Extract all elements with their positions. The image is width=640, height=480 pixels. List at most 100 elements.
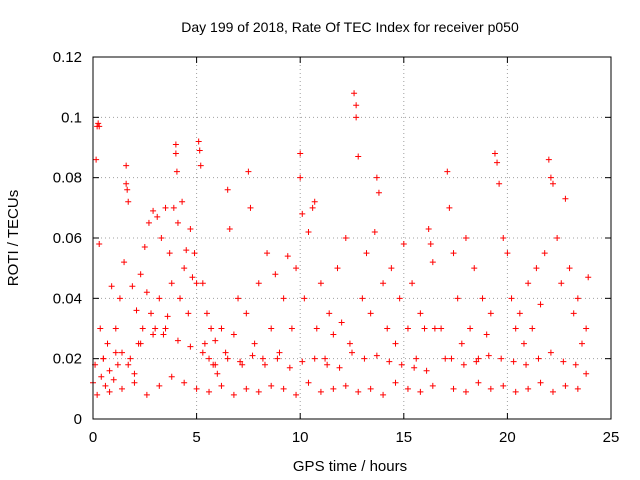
data-point [274,355,281,362]
data-point [145,219,152,226]
data-point [129,283,136,290]
x-tick-label: 5 [192,429,200,446]
data-point [487,310,494,317]
data-point [218,382,225,389]
data-point [525,280,532,287]
data-point [373,352,380,359]
data-point [317,280,324,287]
data-point [400,241,407,248]
data-point [110,376,117,383]
data-point [388,265,395,272]
data-point [173,168,180,175]
data-point [438,325,445,332]
data-point [475,355,482,362]
data-point [516,310,523,317]
data-point [353,102,360,109]
data-point [570,310,577,317]
data-point [537,301,544,308]
data-point [367,385,374,392]
data-point [293,265,300,272]
data-point [429,259,436,266]
data-point [384,325,391,332]
x-tick-label: 20 [499,429,516,446]
data-point [224,186,231,193]
data-point [119,349,126,356]
data-point [473,358,480,365]
data-point [164,313,171,320]
data-point [525,385,532,392]
data-point [284,253,291,260]
data-point [168,280,175,287]
y-tick-label: 0 [74,411,82,428]
data-point [529,325,536,332]
data-point [334,265,341,272]
data-point [297,150,304,157]
data-point [243,310,250,317]
data-point [100,355,107,362]
data-point [208,325,215,332]
data-point [131,370,138,377]
data-point [336,364,343,371]
data-point [342,382,349,389]
data-point [330,331,337,338]
data-point [193,280,200,287]
data-point [562,195,569,202]
data-point [119,385,126,392]
data-point [293,391,300,398]
data-point [106,367,113,374]
data-point [427,241,434,248]
data-point [450,385,457,392]
x-tick-label: 10 [292,429,309,446]
data-point [187,225,194,232]
data-point [330,385,337,392]
scatter-marks [90,90,592,398]
data-point [583,370,590,377]
data-point [123,180,130,187]
data-point [558,280,565,287]
data-point [96,241,103,248]
data-point [106,388,113,395]
data-point [547,349,554,356]
data-point [496,180,503,187]
data-point [235,295,242,302]
data-point [97,325,104,332]
data-point [230,331,237,338]
data-point [264,250,271,257]
data-point [218,325,225,332]
data-point [280,295,287,302]
data-point [462,388,469,395]
data-point [338,319,345,326]
data-point [504,250,511,257]
axis-ticks [92,56,612,420]
data-point [125,361,132,368]
data-point [272,271,279,278]
data-point [299,210,306,217]
data-point [239,361,246,368]
data-point [172,150,179,157]
data-point [104,340,111,347]
data-point [396,295,403,302]
data-point [512,388,519,395]
data-point [177,295,184,302]
data-point [222,349,229,356]
data-point [554,235,561,241]
data-point [535,355,542,362]
data-point [411,364,418,371]
data-point [309,204,316,211]
data-point [148,310,155,317]
data-point [187,343,194,350]
data-point [500,235,507,241]
data-point [141,244,148,251]
data-point [491,150,498,157]
data-point [185,310,192,317]
data-point [305,228,312,235]
data-point [196,147,203,154]
data-point [322,355,329,362]
data-point [166,250,173,257]
data-point [268,325,275,332]
data-point [102,382,109,389]
data-point [288,325,295,332]
data-point [404,385,411,392]
data-point [261,361,268,368]
data-point [162,204,169,211]
